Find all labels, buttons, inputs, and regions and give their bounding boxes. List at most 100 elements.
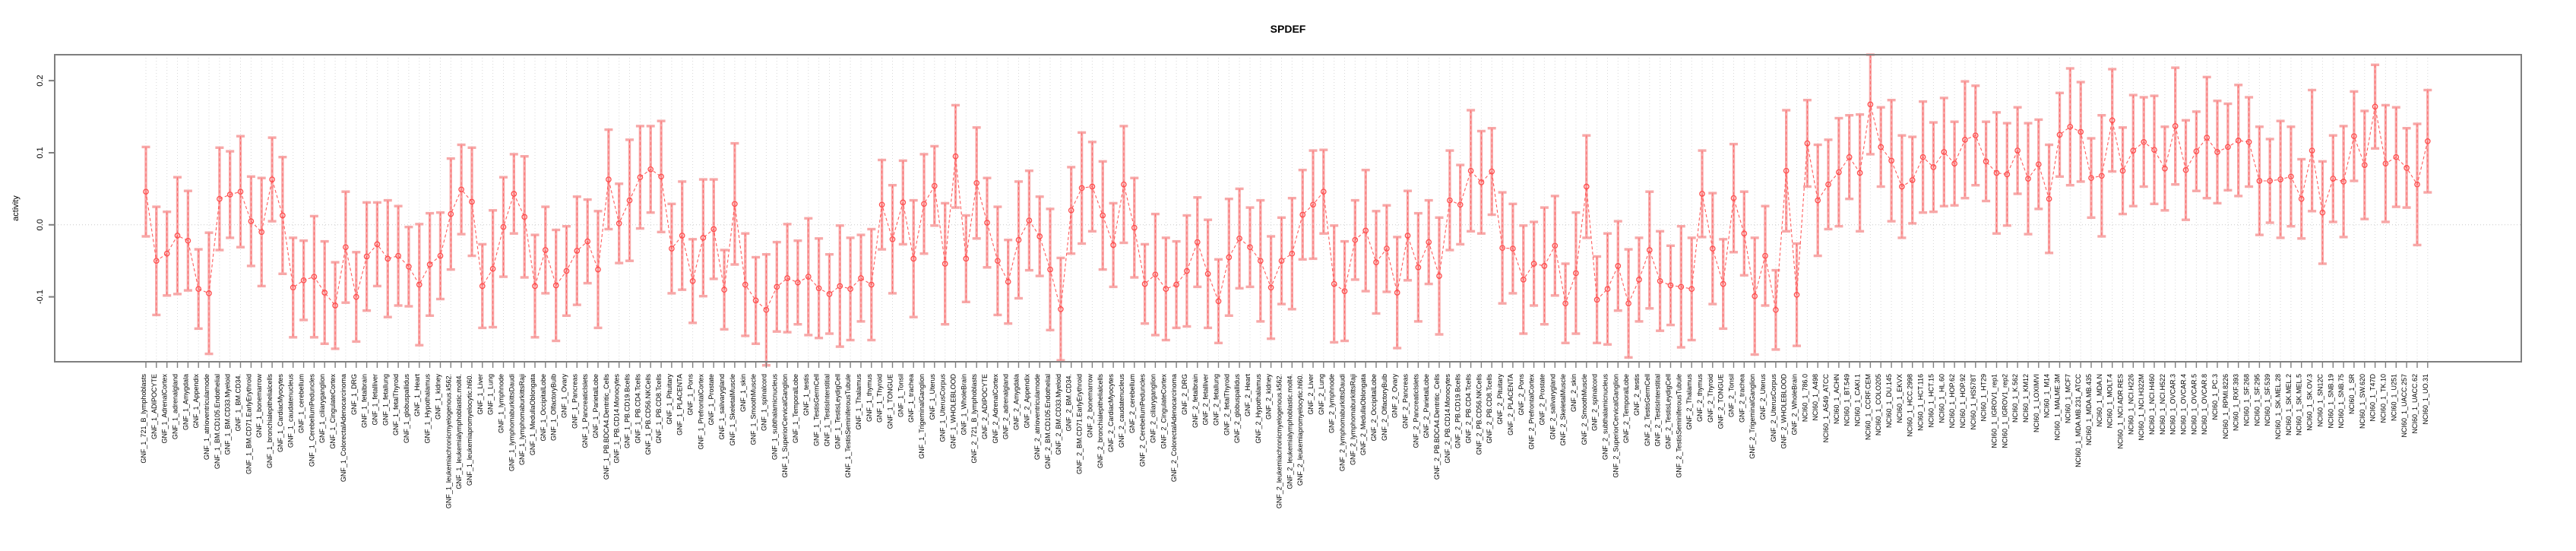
x-tick-label: GNF_2_Amygdala [1013,374,1021,430]
data-point [321,290,328,296]
x-tick-label: GNF_1_lymphnode [498,374,505,433]
x-tick-label: GNF_2_WholeBrain [1791,374,1799,435]
data-point [1362,227,1369,234]
x-tick-label: GNF_2_PB.CD8.Tcells [1486,374,1493,444]
data-point [2351,133,2357,140]
data-point [1646,247,1653,253]
x-tick-label: GNF_1_BM.CD71.EarlyErythroid [245,374,252,474]
x-tick-label: GNF_1_Amygdala [182,374,189,430]
data-point [1678,283,1685,290]
x-tick-label: NCI60_1_MDA.MB.231_ATCC [2074,374,2082,467]
x-tick-label: GNF_1_fetalbrain [361,374,369,428]
x-tick-label: GNF_2_Uterus [1759,374,1767,420]
x-tick-label: GNF_2_BM.CD34. [1065,374,1073,432]
data-point [406,263,412,270]
x-tick-label: GNF_1_Hypothalamus [424,374,432,444]
data-point [795,279,801,286]
x-tick-label: GNF_1_PB.BDCA4.Dentritic_Cells [603,374,610,480]
data-point [1005,278,1011,285]
x-tick-label: GNF_1_Pons [687,374,695,416]
x-tick-label: GNF_1_Lung [487,374,495,415]
x-tick-label: GNF_1_salivarygland [718,374,726,440]
x-tick-label: NCI60_1_CAKI.1 [1854,374,1862,426]
data-point [290,284,296,291]
data-point [1236,235,1242,242]
data-point [1467,167,1474,174]
data-point [1520,277,1527,283]
data-point [2309,147,2315,154]
data-point [931,182,938,189]
data-point [1141,280,1148,287]
vertical-gridlines [145,55,2429,362]
x-tick-label: GNF_2_OlfactoryBulb [1381,374,1388,441]
x-tick-label: GNF_2_BM.CD33.Myeloid [1055,374,1062,455]
x-tick-label: NCI60_1_PC.3 [2211,374,2219,420]
data-point [1593,296,1600,303]
x-tick-label: NCI60_1_MDA.N [2096,374,2103,427]
x-tick-label: GNF_1_CerebellumPeduncles [308,374,315,467]
x-tick-label: GNF_2_SuperiorCervicalGanglion [1612,374,1619,478]
data-point [163,250,170,257]
x-tick-label: GNF_1_CingulateCortex [329,374,337,449]
x-tick-label: GNF_1_bonemarrow [255,374,263,439]
x-tick-label: GNF_1_BM.CD33.Myeloid [224,374,232,455]
x-tick-label: GNF_2_CardiacMyocytes [1107,374,1115,453]
x-tick-label: GNF_1_Pituitary [666,374,673,425]
data-point [332,302,338,309]
x-tick-label: GNF_1_atrioventricularnode [203,374,210,460]
data-point [226,192,233,198]
data-point [1657,277,1663,284]
x-tick-label: GNF_2_spinalcord [1591,374,1599,431]
data-point [1341,288,1348,294]
data-point [1394,290,1400,296]
x-tick-label: GNF_1_PrefrontalCortex [697,374,704,450]
data-point [1184,268,1190,274]
x-tick-label: GNF_2_leukemiachronicmyelogenous.k562. [1276,374,1283,508]
data-point [1762,252,1768,259]
data-point [2267,178,2274,184]
x-tick-label: GNF_2_721_B_lymphoblasts [970,374,978,464]
x-tick-label: NCI60_1_MDA.MB.435 [2085,374,2093,445]
x-tick-label: GNF_2_testis [1633,374,1641,416]
x-tick-label: NCI60_1_A498 [1812,374,1819,421]
data-point [2182,166,2189,173]
data-point [774,283,780,290]
data-point [1510,245,1516,252]
x-tick-label: NCI60_1_786.0 [1801,374,1809,422]
x-tick-label: NCI60_1_NCI.H522 [2159,374,2166,435]
data-point [2141,138,2147,145]
data-point [343,244,349,251]
data-point [2225,144,2231,150]
x-tick-label: GNF_2_AdrenalCortex [992,374,999,444]
x-tick-label: NCI60_1_A549_ATCC [1822,374,1830,443]
data-point [2162,165,2168,172]
x-tick-label: GNF_2_ColorectalAdenocarcinoma [1170,374,1178,482]
data-point [889,236,896,242]
data-point [374,241,381,248]
x-tick-label: NCI60_1_HOP.62 [1948,374,1956,428]
data-point [1457,201,1464,208]
x-tick-label: GNF_2_atrioventricularnode [1033,374,1041,460]
x-tick-label: GNF_2_TONGUE [1717,374,1725,429]
data-point [1499,245,1505,252]
x-tick-label: GNF_2_PancreaticIslets [1412,374,1419,448]
data-point [763,306,770,313]
data-point [2056,131,2063,138]
x-tick-label: GNF_2_TemporalLobe [1622,374,1630,443]
data-point [1289,250,1296,257]
data-point [805,274,812,280]
data-point [2151,147,2157,154]
data-point [258,229,265,236]
x-tick-label: GNF_2_fetalliver [1202,374,1210,426]
data-point [1741,230,1748,237]
x-tick-label: GNF_1_PB.CD19.Bcells [624,374,631,449]
x-tick-label: GNF_2_WHOLEBLOOD [1780,374,1788,449]
x-tick-label: GNF_1_subthalamicnucleus [771,374,778,461]
x-tick-label: GNF_1_cerebellum [298,374,305,433]
data-point [1825,181,1831,188]
data-point [1583,183,1590,190]
x-tick-label: GNF_2_BM.CD71.EarlyErythroid [1076,374,1084,474]
chart-title: SPDEF [1270,23,1306,35]
x-tick-label: GNF_1_Heart [413,374,421,417]
